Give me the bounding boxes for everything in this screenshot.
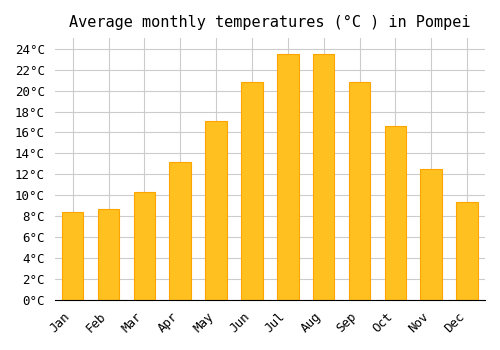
Bar: [170, 162, 191, 300]
Bar: [134, 192, 155, 300]
Bar: [62, 212, 84, 300]
Bar: [206, 121, 227, 300]
Bar: [456, 202, 478, 300]
Bar: [420, 169, 442, 300]
Bar: [348, 82, 370, 300]
Bar: [313, 54, 334, 300]
Bar: [98, 209, 120, 300]
Bar: [241, 82, 262, 300]
Bar: [384, 126, 406, 300]
Title: Average monthly temperatures (°C ) in Pompei: Average monthly temperatures (°C ) in Po…: [69, 15, 470, 30]
Bar: [277, 54, 298, 300]
